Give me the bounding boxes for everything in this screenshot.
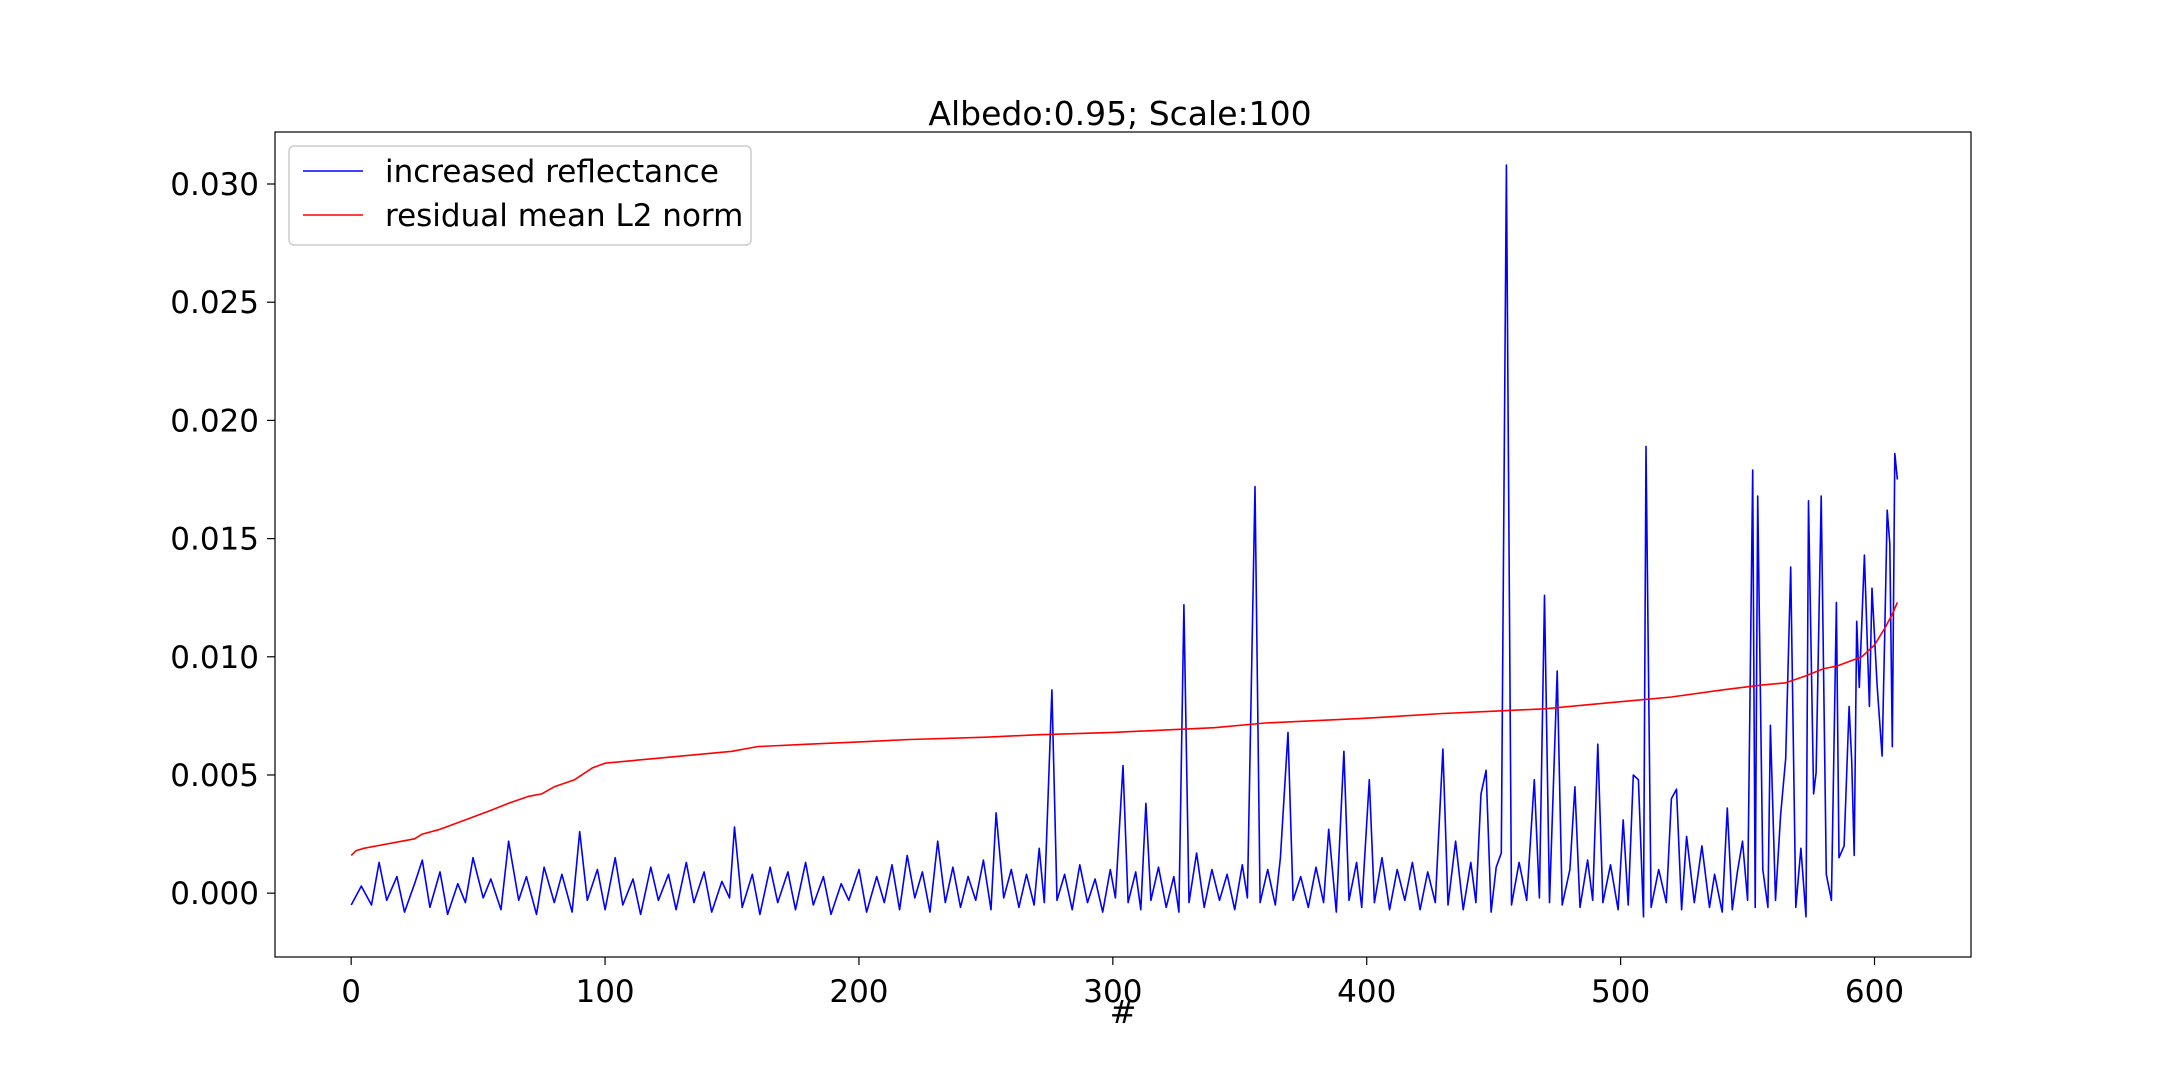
y-tick-label: 0.010: [170, 640, 259, 676]
x-tick-label: 200: [829, 974, 888, 1010]
legend-label-increased-reflectance: increased reflectance: [385, 154, 719, 190]
plot-frame: [274, 131, 1972, 958]
y-axis-ticks: 0.000 0.005 0.010 0.015 0.020 0.025 0.030: [170, 167, 275, 912]
x-tick-label: 400: [1337, 974, 1396, 1010]
series-line-residual-mean-l2-norm: [350, 602, 1899, 856]
legend-box: [288, 145, 752, 246]
x-tick-label: 300: [1083, 974, 1142, 1010]
y-tick-label: 0.030: [170, 167, 259, 203]
x-axis-ticks: 0 100 200 300 400 500 600: [341, 957, 1904, 1010]
x-tick-label: 0: [341, 974, 361, 1010]
y-tick-label: 0.005: [170, 758, 259, 794]
y-tick-label: 0.000: [170, 876, 259, 912]
y-tick-label: 0.015: [170, 522, 259, 558]
x-tick-label: 100: [575, 974, 634, 1010]
legend: increased reflectance residual mean L2 n…: [288, 145, 752, 246]
y-tick-label: 0.020: [170, 403, 259, 439]
plot-lines: [350, 164, 1899, 918]
x-tick-label: 600: [1845, 974, 1904, 1010]
y-tick-label: 0.025: [170, 285, 259, 321]
x-tick-label: 500: [1591, 974, 1650, 1010]
chart-title: Albedo:0.95; Scale:100: [928, 94, 1311, 133]
legend-label-residual-mean-l2-norm: residual mean L2 norm: [385, 198, 743, 234]
series-line-increased-reflectance: [350, 164, 1899, 918]
x-axis-label: #: [1110, 993, 1137, 1031]
